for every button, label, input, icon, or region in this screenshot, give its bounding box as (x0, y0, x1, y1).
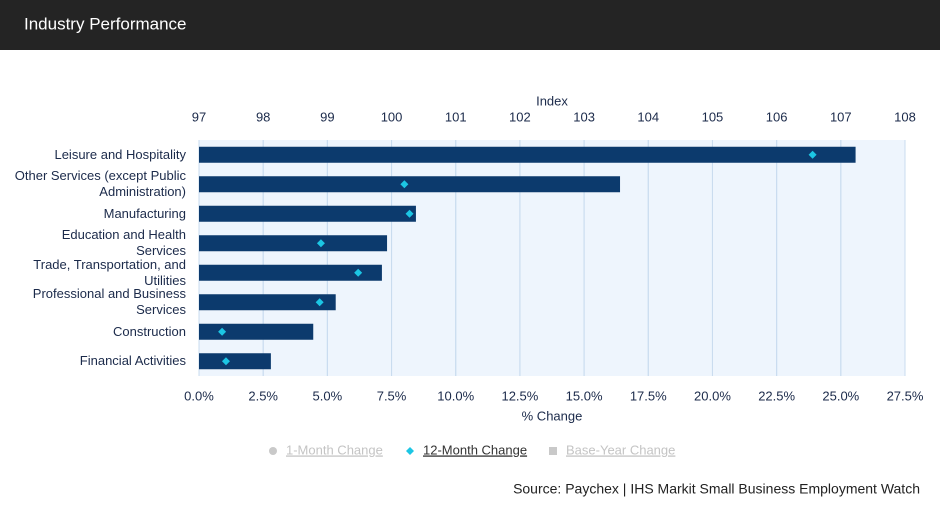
diamond-marker (316, 239, 325, 248)
plot-area (199, 140, 905, 376)
bar (199, 235, 388, 252)
x-tick-label: 17.5% (630, 388, 667, 403)
x2-tick-label: 97 (192, 109, 206, 124)
header-bar (0, 0, 940, 50)
bar (199, 353, 271, 370)
category-label: Financial Activities (79, 353, 186, 369)
x2-tick-label: 100 (381, 109, 403, 124)
x-tick-label: 22.5% (758, 388, 795, 403)
bar (199, 323, 314, 340)
bar (199, 176, 621, 193)
bar (199, 294, 336, 311)
bar (199, 205, 416, 222)
category-label: Education and Health Services (61, 227, 186, 259)
x2-tick-label: 106 (766, 109, 788, 124)
diamond-marker (218, 327, 227, 336)
x-tick-label: 27.5% (887, 388, 924, 403)
bar (199, 264, 382, 281)
x2-axis-title: Index (536, 93, 568, 108)
bar (199, 146, 856, 163)
x2-tick-label: 108 (894, 109, 916, 124)
x-tick-label: 20.0% (694, 388, 731, 403)
legend-marker (269, 447, 277, 455)
x2-tick-label: 98 (256, 109, 270, 124)
diamond-marker (221, 357, 230, 366)
x2-tick-label: 104 (637, 109, 659, 124)
x-tick-label: 10.0% (437, 388, 474, 403)
category-label: Professional and Business Services (32, 286, 186, 318)
category-label: Construction (113, 323, 186, 339)
x-tick-label: 0.0% (184, 388, 214, 403)
diamond-marker (808, 150, 817, 159)
x2-tick-label: 103 (573, 109, 595, 124)
x2-tick-label: 99 (320, 109, 334, 124)
diamond-marker (400, 180, 409, 189)
legend-marker (406, 447, 414, 455)
x2-tick-label: 107 (830, 109, 852, 124)
x-tick-label: 2.5% (248, 388, 278, 403)
x-tick-label: 12.5% (501, 388, 538, 403)
diamond-marker (315, 298, 324, 307)
category-label: Other Services (except Public Administra… (14, 168, 186, 200)
x-tick-label: 7.5% (377, 388, 407, 403)
x-axis-title: % Change (522, 408, 583, 423)
source: Source: Paychex | IHS Markit Small Busin… (513, 481, 920, 497)
x2-tick-label: 101 (445, 109, 467, 124)
x2-tick-label: 102 (509, 109, 531, 124)
x-tick-label: 25.0% (822, 388, 859, 403)
legend-label[interactable]: Base-Year Change (566, 442, 675, 457)
category-label: Manufacturing (103, 205, 186, 221)
legend-marker (549, 447, 557, 455)
legend-label[interactable]: 1-Month Change (286, 442, 383, 457)
x-tick-label: 5.0% (313, 388, 343, 403)
diamond-marker (405, 209, 414, 218)
legend-label[interactable]: 12-Month Change (423, 442, 527, 457)
header-title: Industry Performance (24, 14, 187, 33)
diamond-marker (354, 268, 363, 277)
category-label: Trade, Transportation, and Utilities (33, 256, 186, 288)
x2-tick-label: 105 (702, 109, 724, 124)
x-tick-label: 15.0% (566, 388, 603, 403)
category-label: Leisure and Hospitality (54, 146, 186, 162)
